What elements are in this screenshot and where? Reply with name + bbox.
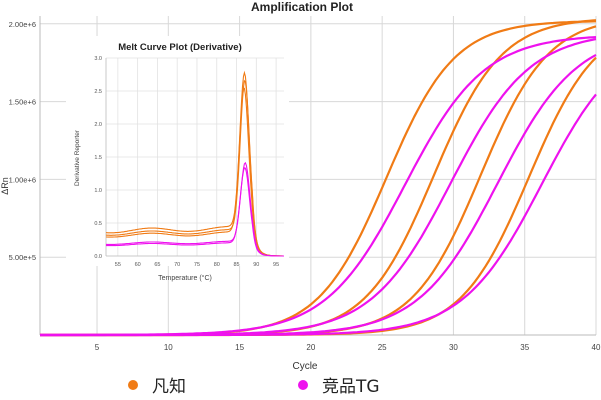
inset-y-tick-label: 0.5 <box>94 221 102 227</box>
legend-label: 竞品TG <box>322 377 380 397</box>
inset-y-tick-label: 0.0 <box>94 254 102 260</box>
melt-curve-4 <box>105 161 284 257</box>
inset-x-tick-label: 60 <box>135 262 141 268</box>
x-tick-label: 20 <box>306 343 315 352</box>
y-tick-label: 1.00e+6 <box>9 175 36 184</box>
inset-y-tick-label: 2.0 <box>94 122 102 128</box>
inset-y-axis-label: Derivative Reporter <box>74 129 81 186</box>
inset-y-tick-label: 3.0 <box>94 56 102 62</box>
inset-title: Melt Curve Plot (Derivative) <box>118 42 242 53</box>
inset-x-tick-label: 65 <box>154 262 160 268</box>
y-tick-label: 1.50e+6 <box>9 98 36 107</box>
y-tick-label: 2.00e+6 <box>9 20 36 29</box>
x-tick-label: 25 <box>378 343 387 352</box>
legend-item-competitor: 竞品TG <box>298 372 380 397</box>
chart-title: Amplification Plot <box>251 0 353 14</box>
inset-x-tick-label: 55 <box>115 262 121 268</box>
melt-curve-2 <box>105 79 284 257</box>
legend-label: 凡知 <box>152 377 186 397</box>
amplification-curves <box>40 19 597 337</box>
inset-x-tick-label: 80 <box>214 262 220 268</box>
amplification-curve-8 <box>40 93 597 337</box>
legend-item-fanzhi: 凡知 <box>128 372 186 397</box>
x-tick-label: 35 <box>520 343 529 352</box>
y-axis-label: ΔRn <box>0 177 10 195</box>
melt-curve-inset: Melt Curve Plot (Derivative) 55 60 65 70 75 8… <box>66 36 289 282</box>
x-tick-label: 30 <box>449 343 458 352</box>
inset-y-tick-label: 1.0 <box>94 188 102 194</box>
inset-y-tick-label: 2.5 <box>94 89 102 95</box>
x-axis-label: Cycle <box>292 361 317 372</box>
legend-swatch-orange <box>128 379 138 390</box>
melt-curves <box>105 70 284 257</box>
inset-y-tick-label: 1.5 <box>94 155 102 161</box>
x-tick-label: 5 <box>95 343 100 352</box>
x-tick-label: 15 <box>235 343 244 352</box>
inset-axes: 55 60 65 70 75 80 85 90 95 0.0 0.5 1.0 1.5 2.0 2.5 3.0 <box>94 56 284 268</box>
melt-curve-5 <box>106 167 284 257</box>
y-tick-label: 5.00e+5 <box>9 253 36 262</box>
inset-x-tick-label: 90 <box>253 262 259 268</box>
inset-x-tick-label: 70 <box>174 262 180 268</box>
inset-x-axis-label: Temperature (°C) <box>158 274 212 282</box>
x-tick-label: 40 <box>592 343 601 352</box>
legend-swatch-magenta <box>298 379 308 390</box>
inset-x-tick-label: 95 <box>273 262 279 268</box>
inset-x-tick-label: 75 <box>194 262 200 268</box>
inset-x-tick-label: 85 <box>233 262 239 268</box>
x-tick-label: 10 <box>164 343 173 352</box>
